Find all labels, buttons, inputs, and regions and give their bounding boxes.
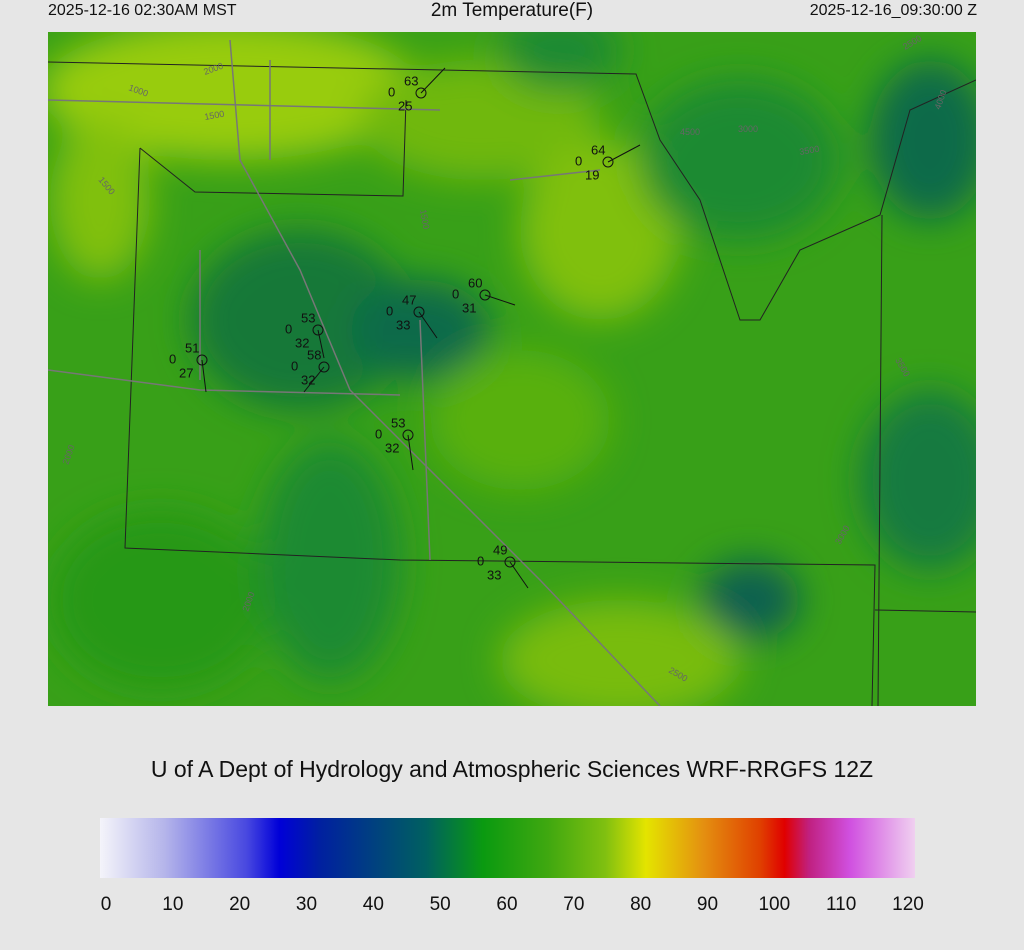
contour-label: 1500 xyxy=(204,109,225,122)
station-cloud: 0 xyxy=(169,351,176,366)
station-temperature: 53 xyxy=(301,310,315,325)
colorbar-tick-label: 110 xyxy=(826,894,857,915)
station-cloud: 0 xyxy=(575,153,582,168)
local-time: 2025-12-16 02:30AM MST xyxy=(48,2,237,19)
colorbar-tick-label: 80 xyxy=(630,894,652,915)
station: 63 025 xyxy=(388,67,446,113)
station-cloud: 0 xyxy=(477,553,484,568)
station-dewpoint: 25 xyxy=(398,98,412,113)
colorbar xyxy=(100,818,915,878)
station-temperature: 53 xyxy=(391,415,405,430)
station-circle xyxy=(479,289,491,301)
wind-barb xyxy=(420,67,446,94)
colorbar-tick-label: 60 xyxy=(496,894,518,915)
colorbar-tick-label: 120 xyxy=(892,894,924,915)
station: 53 032 xyxy=(375,415,414,471)
station-temperature: 60 xyxy=(468,275,482,290)
contour-label: 1500 xyxy=(418,209,431,230)
station-dewpoint: 33 xyxy=(487,567,501,582)
wind-barb xyxy=(607,144,641,163)
station-cloud: 0 xyxy=(291,358,298,373)
station-temperature: 58 xyxy=(307,347,321,362)
station: 49 033 xyxy=(477,542,529,589)
colorbar-tick-label: 20 xyxy=(229,894,251,915)
station-dewpoint: 33 xyxy=(396,317,410,332)
map: 1000150015001500200025003000350040004500… xyxy=(48,32,976,706)
colorbar-tick-label: 90 xyxy=(696,894,719,915)
station: 53 032 xyxy=(285,310,325,359)
station-dewpoint: 27 xyxy=(179,365,193,380)
station: 58 032 xyxy=(291,347,330,393)
station-cloud: 0 xyxy=(285,321,292,336)
contour-label: 4500 xyxy=(680,127,700,137)
station: 60 031 xyxy=(452,275,516,315)
station-dewpoint: 32 xyxy=(301,372,315,387)
station-dewpoint: 32 xyxy=(295,335,309,350)
station: 64 019 xyxy=(575,142,641,182)
station-temperature: 64 xyxy=(591,142,605,157)
station-circle xyxy=(312,324,324,336)
contour-labels: 1000150015001500200025003000350040004500… xyxy=(60,33,948,684)
station-circle xyxy=(413,306,425,318)
station-circle xyxy=(415,87,427,99)
station-temperature: 49 xyxy=(493,542,507,557)
station-circle xyxy=(196,354,208,366)
boundaries xyxy=(48,61,976,706)
station-dewpoint: 31 xyxy=(462,300,476,315)
station-cloud: 0 xyxy=(388,84,395,99)
colorbar-tick-label: 10 xyxy=(162,894,184,915)
roads xyxy=(48,39,661,706)
station-circle xyxy=(318,361,330,373)
station-plots: 6302564019600314703353032580325102753032… xyxy=(169,67,641,589)
station: 47 033 xyxy=(386,292,438,339)
wind-barb xyxy=(407,434,414,471)
station-cloud: 0 xyxy=(375,426,382,441)
station: 51 027 xyxy=(169,340,208,393)
contour-label: 3500 xyxy=(799,144,820,157)
station-dewpoint: 19 xyxy=(585,167,599,182)
contour-label: 3000 xyxy=(738,124,758,134)
station-temperature: 47 xyxy=(402,292,416,307)
colorbar-tick-label: 100 xyxy=(758,894,791,915)
footer-credit: U of A Dept of Hydrology and Atmospheric… xyxy=(150,756,874,782)
colorbar-tick-label: 0 xyxy=(100,894,112,915)
station-cloud: 0 xyxy=(386,303,393,318)
valid-time: 2025-12-16_09:30:00 Z xyxy=(809,2,977,19)
colorbar-tick-label: 50 xyxy=(429,894,451,915)
station-circle xyxy=(402,429,414,441)
station-cloud: 0 xyxy=(452,286,459,301)
map-title: 2m Temperature(F) xyxy=(430,0,594,21)
station-temperature: 51 xyxy=(185,340,199,355)
station-temperature: 63 xyxy=(404,73,418,88)
station-circle xyxy=(504,556,516,568)
temperature-field xyxy=(48,32,976,706)
station-dewpoint: 32 xyxy=(385,440,399,455)
station-circle xyxy=(602,156,614,168)
colorbar-tick-label: 30 xyxy=(295,894,318,915)
colorbar-tick-label: 40 xyxy=(362,894,384,915)
colorbar-tick-label: 70 xyxy=(563,894,585,915)
